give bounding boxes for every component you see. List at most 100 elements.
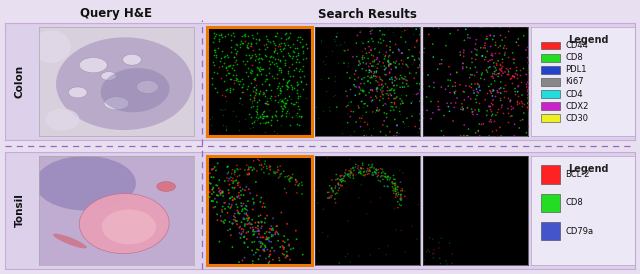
Point — [337, 178, 348, 183]
Point — [369, 59, 380, 63]
Point — [523, 108, 533, 113]
Point — [254, 60, 264, 64]
Point — [334, 261, 344, 265]
Point — [218, 194, 228, 198]
Point — [371, 167, 381, 172]
Point — [391, 65, 401, 70]
Point — [385, 88, 396, 92]
Point — [356, 166, 366, 171]
Point — [298, 44, 308, 48]
Point — [316, 39, 326, 44]
Point — [291, 112, 301, 117]
Point — [484, 65, 495, 69]
Point — [355, 85, 365, 90]
Point — [392, 187, 403, 192]
Point — [298, 57, 308, 61]
Point — [413, 202, 423, 207]
Point — [216, 190, 227, 195]
Point — [385, 100, 396, 104]
Point — [461, 84, 471, 88]
Point — [383, 93, 394, 98]
Point — [288, 74, 298, 79]
Point — [266, 94, 276, 98]
Point — [273, 99, 283, 104]
Point — [245, 56, 255, 61]
Point — [237, 85, 247, 89]
Point — [264, 239, 275, 244]
Point — [455, 50, 465, 54]
Point — [249, 77, 259, 81]
Point — [381, 73, 391, 77]
Point — [353, 166, 363, 170]
Point — [208, 185, 218, 190]
Point — [269, 98, 280, 102]
Point — [342, 111, 352, 115]
Point — [458, 89, 468, 94]
Point — [428, 111, 438, 115]
Point — [346, 109, 356, 113]
Point — [266, 87, 276, 92]
Point — [311, 105, 321, 109]
Point — [418, 112, 428, 116]
Point — [259, 249, 269, 253]
Point — [275, 88, 285, 92]
Point — [246, 41, 257, 45]
Point — [266, 53, 276, 58]
Bar — [541, 78, 560, 86]
Point — [205, 181, 216, 186]
Point — [358, 88, 368, 92]
Point — [232, 49, 242, 53]
Point — [361, 68, 371, 73]
Point — [410, 58, 420, 62]
Point — [396, 228, 406, 233]
Point — [488, 76, 499, 80]
Point — [292, 83, 302, 87]
Point — [412, 237, 422, 241]
Point — [214, 178, 225, 182]
Point — [371, 69, 381, 73]
Point — [282, 98, 292, 102]
Point — [371, 75, 381, 80]
Point — [257, 67, 268, 71]
Point — [369, 71, 379, 76]
Point — [496, 86, 506, 90]
Point — [241, 204, 251, 208]
Point — [445, 78, 456, 82]
Point — [278, 97, 289, 102]
Point — [486, 91, 497, 95]
Point — [232, 219, 242, 223]
Point — [262, 39, 273, 43]
Point — [234, 193, 244, 198]
Point — [381, 112, 392, 116]
Point — [275, 44, 285, 48]
Point — [512, 100, 522, 104]
Point — [492, 89, 502, 93]
Point — [389, 181, 399, 185]
Point — [249, 230, 259, 234]
Point — [412, 81, 422, 86]
Point — [428, 252, 438, 256]
Point — [236, 39, 246, 43]
Point — [365, 61, 376, 66]
Point — [355, 62, 365, 66]
Point — [434, 240, 444, 245]
Point — [283, 106, 293, 111]
Point — [275, 66, 285, 70]
Point — [249, 76, 259, 81]
Point — [367, 25, 378, 29]
Point — [312, 189, 322, 193]
Point — [357, 89, 367, 93]
Point — [220, 54, 230, 59]
Point — [380, 68, 390, 72]
Point — [228, 176, 238, 181]
Point — [350, 165, 360, 169]
Text: PDL1: PDL1 — [565, 65, 587, 74]
Point — [249, 95, 259, 100]
Point — [522, 89, 532, 93]
Point — [257, 242, 268, 246]
Point — [228, 54, 239, 59]
Point — [369, 60, 380, 64]
Point — [248, 48, 258, 53]
Point — [239, 235, 249, 239]
Point — [378, 96, 388, 101]
